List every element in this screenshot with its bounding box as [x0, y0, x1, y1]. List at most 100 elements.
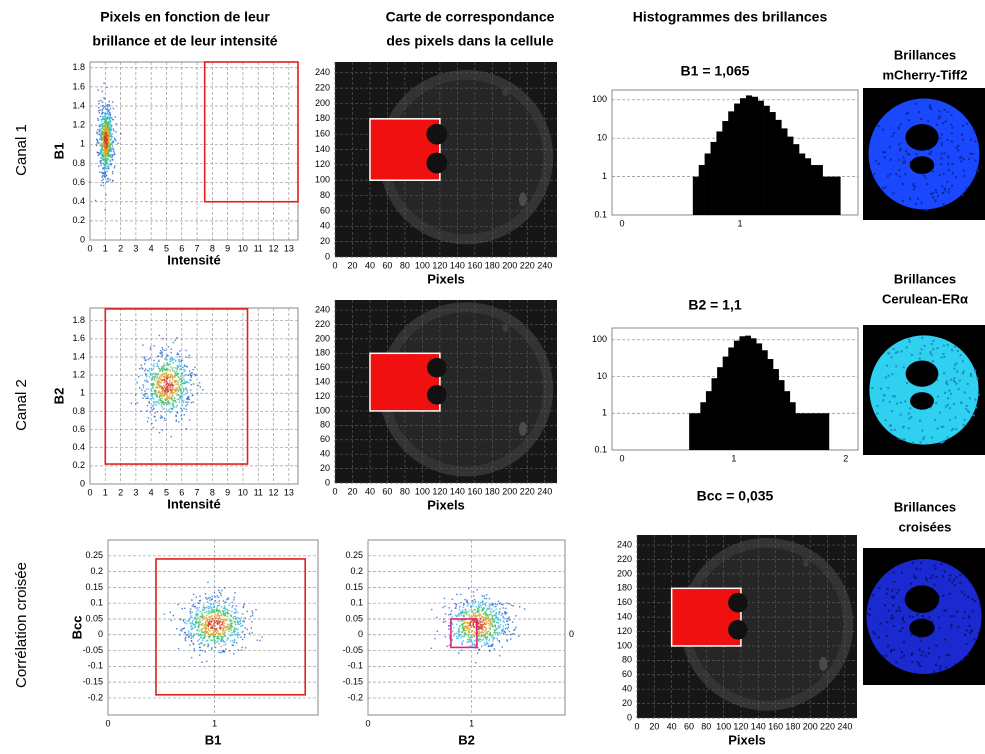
- scatter-dot: [197, 627, 200, 629]
- scatter-dot: [152, 426, 154, 429]
- texture-dot: [928, 152, 931, 155]
- histogram-bar: [740, 98, 747, 215]
- texture-dot: [966, 409, 969, 412]
- texture-dot: [957, 388, 960, 391]
- histogram-bar: [769, 112, 776, 215]
- scatter-dot: [175, 389, 178, 391]
- scatter-dot: [500, 614, 503, 616]
- scatter-dot: [142, 344, 144, 346]
- texture-dot: [940, 563, 943, 566]
- scatter-dot: [472, 623, 474, 626]
- scatter-dot: [181, 392, 184, 394]
- scatter-dot: [237, 628, 239, 630]
- scatter-dot: [217, 640, 219, 642]
- texture-dot: [938, 174, 941, 177]
- scatter-dot: [96, 140, 99, 143]
- scatter-dot: [488, 624, 490, 626]
- scatter-dot: [213, 620, 216, 623]
- scatter-dot: [110, 137, 113, 139]
- speck: [518, 421, 527, 436]
- texture-dot: [961, 124, 964, 127]
- roi: [369, 352, 441, 412]
- scatter-dot: [158, 367, 160, 370]
- scatter-dot: [183, 389, 185, 391]
- scatter-dot: [189, 608, 192, 610]
- texture-dot: [969, 631, 972, 634]
- scatter-dot: [228, 626, 230, 629]
- scatter-dot: [451, 639, 453, 641]
- scatter-dot: [151, 376, 153, 379]
- scatter-dot: [496, 627, 499, 630]
- scatter-dot: [232, 644, 234, 647]
- scatter-dot: [104, 172, 106, 174]
- texture-dot: [977, 631, 980, 634]
- scatter-dot: [188, 619, 190, 621]
- histogram-bar: [711, 378, 718, 450]
- scatter-dot: [214, 630, 217, 632]
- scatter-dot: [479, 641, 481, 643]
- scatter-dot: [177, 384, 179, 386]
- scatter-dot: [181, 380, 184, 382]
- histogram-bar: [704, 153, 711, 215]
- texture-dot: [901, 161, 904, 164]
- scatter-dot: [218, 616, 221, 619]
- y-tick-label: 20: [320, 236, 330, 246]
- scatter-dot: [203, 634, 205, 636]
- scatter-dot: [195, 607, 197, 609]
- scatter-dot: [99, 135, 102, 137]
- scatter-dot: [100, 99, 102, 102]
- scatter-dot: [457, 630, 459, 632]
- scatter-dot: [251, 621, 253, 623]
- texture-dot: [882, 399, 885, 402]
- scatter-dot: [219, 609, 221, 612]
- scatter-dot: [471, 642, 474, 644]
- scatter-dot: [488, 597, 491, 600]
- scatter-dot: [97, 119, 100, 121]
- texture-dot: [908, 153, 911, 156]
- scatter-dot: [239, 625, 242, 628]
- y-tick-label: 100: [592, 334, 607, 344]
- scatter-dot: [184, 639, 187, 642]
- scatter-dot: [226, 625, 229, 627]
- scatter-dot: [108, 118, 111, 121]
- scatter-dot: [227, 623, 229, 626]
- scatter-dot: [104, 144, 106, 147]
- scatter-dot: [492, 610, 494, 613]
- scatter-dot: [457, 637, 459, 639]
- texture-dot: [953, 380, 956, 383]
- scatter-dot: [199, 637, 202, 639]
- texture-dot: [890, 356, 893, 359]
- x-tick-label: 20: [347, 260, 357, 270]
- scatter-dot: [236, 633, 239, 635]
- texture-dot: [961, 659, 964, 662]
- scatter-dot: [194, 374, 197, 377]
- texture-dot: [971, 629, 974, 632]
- scatter-dot: [171, 382, 173, 384]
- scatter-dot: [218, 609, 220, 612]
- texture-dot: [933, 671, 936, 674]
- scatter-dot: [164, 419, 166, 422]
- scatter-dot: [489, 619, 491, 621]
- scatter-dot: [178, 360, 180, 362]
- scatter-dot: [195, 618, 197, 620]
- scatter-dot: [109, 117, 111, 120]
- scatter-dot: [169, 397, 171, 400]
- scatter-dot: [473, 635, 475, 637]
- scatter-dot: [102, 137, 104, 139]
- y-tick-label: 0.05: [345, 613, 363, 623]
- scatter-dot: [487, 614, 489, 617]
- scatter-dot: [196, 618, 198, 621]
- x-tick-label: 1: [738, 218, 743, 228]
- scatter-dot: [110, 147, 112, 149]
- scatter-dot: [504, 611, 506, 613]
- scatter-dot: [173, 389, 175, 391]
- scatter-dot: [451, 622, 453, 624]
- texture-dot: [960, 160, 963, 163]
- scatter-dot: [230, 614, 233, 617]
- scatter-dot: [233, 629, 235, 631]
- scatter-dot: [175, 371, 178, 373]
- row-label: Corrélation croisée: [13, 562, 30, 688]
- scatter-dot: [158, 395, 161, 398]
- x-tick-label: 0: [87, 487, 92, 497]
- scatter-dot: [189, 374, 192, 376]
